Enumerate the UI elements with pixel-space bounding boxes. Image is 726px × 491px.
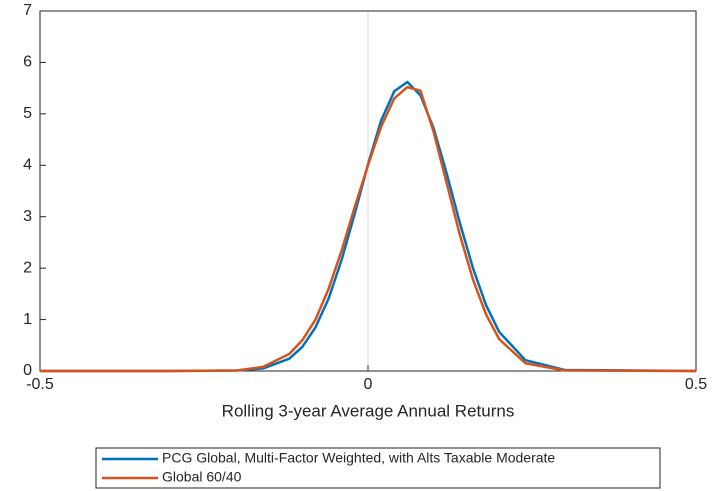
y-tick-label: 3 bbox=[23, 208, 32, 225]
x-tick-label: 0 bbox=[364, 376, 373, 393]
legend-label: Global 60/40 bbox=[162, 469, 242, 485]
y-tick-label: 5 bbox=[23, 105, 32, 122]
y-tick-label: 7 bbox=[23, 2, 32, 19]
series-line bbox=[40, 80, 697, 373]
y-tick-label: 0 bbox=[23, 362, 32, 379]
plot-frame bbox=[39, 10, 697, 372]
x-axis-label: Rolling 3-year Average Annual Returns bbox=[222, 401, 515, 420]
legend-label: PCG Global, Multi-Factor Weighted, with … bbox=[162, 450, 555, 466]
x-tick-label: -0.5 bbox=[26, 376, 54, 393]
y-tick-label: 4 bbox=[23, 157, 32, 174]
y-tick-label: 2 bbox=[23, 259, 32, 276]
x-tick-label: 0.5 bbox=[685, 376, 707, 393]
series-line bbox=[40, 85, 697, 373]
legend-box bbox=[95, 447, 661, 489]
y-tick-label: 1 bbox=[23, 311, 32, 328]
y-tick-label: 6 bbox=[23, 54, 32, 71]
